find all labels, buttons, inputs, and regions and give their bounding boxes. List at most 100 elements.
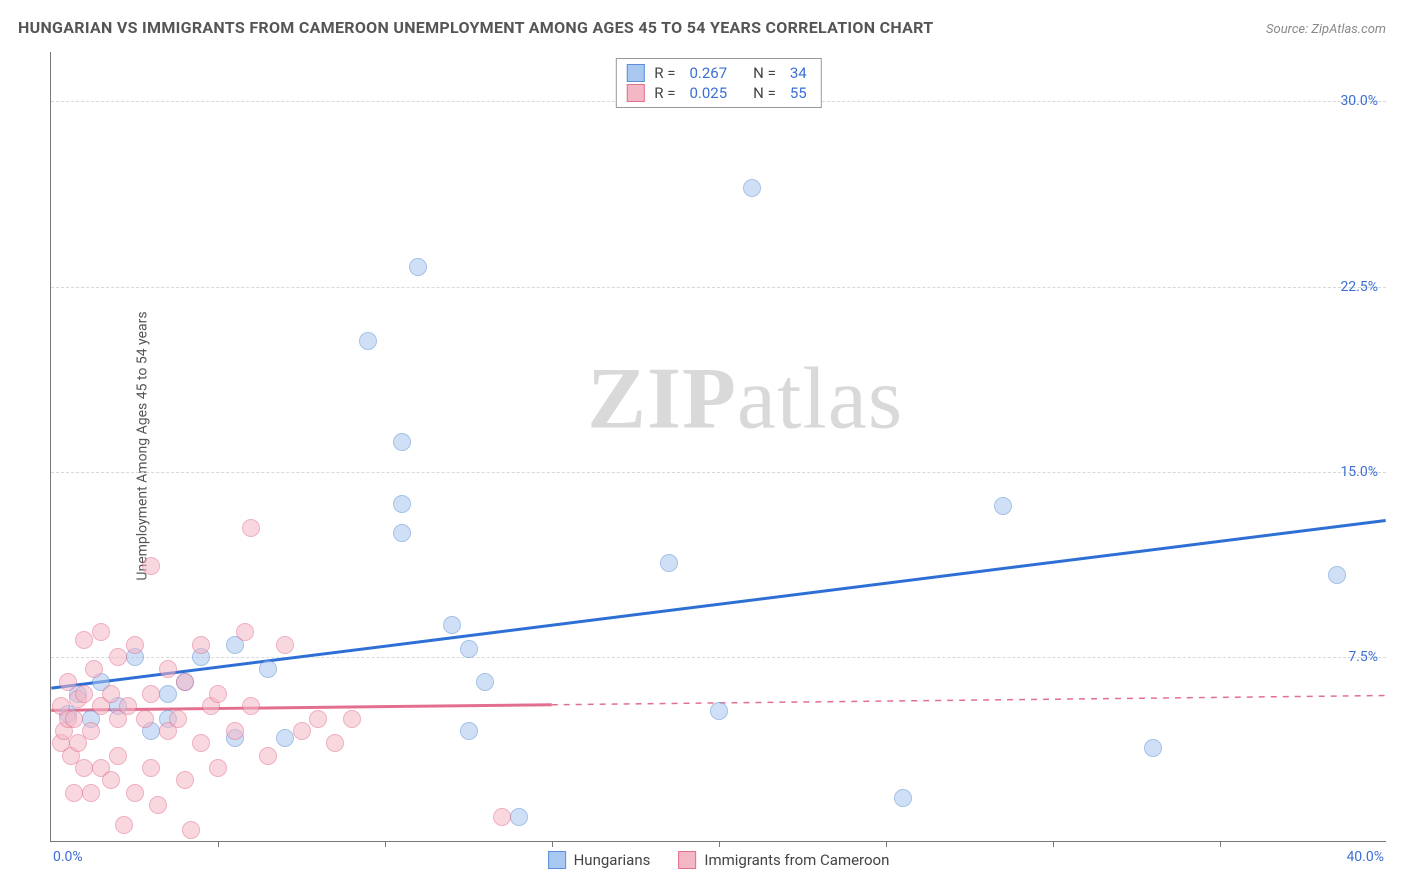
scatter-point xyxy=(242,697,260,715)
x-axis-min-label: 0.0% xyxy=(53,849,83,865)
scatter-point xyxy=(326,734,344,752)
x-tick-mark xyxy=(552,841,553,847)
chart-title: HUNGARIAN VS IMMIGRANTS FROM CAMEROON UN… xyxy=(18,18,933,37)
scatter-point xyxy=(142,759,160,777)
gridline xyxy=(51,472,1386,473)
scatter-point xyxy=(460,640,478,658)
scatter-point xyxy=(493,808,511,826)
scatter-point xyxy=(126,636,144,654)
scatter-point xyxy=(192,734,210,752)
y-tick-label: 30.0% xyxy=(1340,93,1378,109)
scatter-point xyxy=(894,789,912,807)
scatter-point xyxy=(393,433,411,451)
legend-label: Immigrants from Cameroon xyxy=(704,851,889,869)
scatter-point xyxy=(236,623,254,641)
legend-swatch xyxy=(626,64,644,82)
x-tick-mark xyxy=(1220,841,1221,847)
scatter-point xyxy=(226,722,244,740)
x-tick-mark xyxy=(218,841,219,847)
scatter-point xyxy=(994,497,1012,515)
scatter-point xyxy=(460,722,478,740)
scatter-point xyxy=(92,623,110,641)
x-tick-mark xyxy=(1053,841,1054,847)
scatter-point xyxy=(75,759,93,777)
legend-row: R = 0.025 N = 55 xyxy=(626,83,810,103)
n-value: 55 xyxy=(790,84,807,102)
scatter-point xyxy=(192,636,210,654)
scatter-point xyxy=(309,710,327,728)
scatter-point xyxy=(1328,566,1346,584)
scatter-point xyxy=(710,702,728,720)
scatter-point xyxy=(176,673,194,691)
correlation-legend: R = 0.267 N = 34 R = 0.025 N = 55 xyxy=(615,58,821,108)
r-label: R = xyxy=(654,84,675,102)
scatter-point xyxy=(159,660,177,678)
gridline xyxy=(51,287,1386,288)
scatter-point xyxy=(176,771,194,789)
x-axis-max-label: 40.0% xyxy=(1346,849,1384,865)
legend-swatch xyxy=(548,851,566,869)
legend-item: Immigrants from Cameroon xyxy=(678,851,889,869)
scatter-point xyxy=(85,660,103,678)
scatter-point xyxy=(293,722,311,740)
scatter-point xyxy=(393,524,411,542)
scatter-point xyxy=(510,808,528,826)
source-attribution: Source: ZipAtlas.com xyxy=(1266,22,1386,37)
n-label: N = xyxy=(753,84,776,102)
scatter-point xyxy=(65,710,83,728)
legend-swatch xyxy=(626,84,644,102)
legend-row: R = 0.267 N = 34 xyxy=(626,63,810,83)
scatter-point xyxy=(259,660,277,678)
trend-lines xyxy=(51,52,1386,841)
trend-line xyxy=(51,520,1385,688)
scatter-point xyxy=(259,747,277,765)
scatter-point xyxy=(115,816,133,834)
scatter-point xyxy=(142,557,160,575)
scatter-point xyxy=(109,648,127,666)
scatter-point xyxy=(359,332,377,350)
scatter-point xyxy=(209,759,227,777)
x-tick-mark xyxy=(719,841,720,847)
y-tick-label: 22.5% xyxy=(1340,279,1378,295)
scatter-point xyxy=(102,685,120,703)
watermark: ZIPatlas xyxy=(587,349,903,450)
scatter-point xyxy=(142,685,160,703)
x-tick-mark xyxy=(886,841,887,847)
scatter-point xyxy=(242,519,260,537)
n-value: 34 xyxy=(790,64,807,82)
scatter-point xyxy=(119,697,137,715)
plot-area: ZIPatlas 7.5%15.0%22.5%30.0% 0.0% 40.0% … xyxy=(50,52,1386,842)
scatter-point xyxy=(159,685,177,703)
scatter-point xyxy=(59,673,77,691)
legend-label: Hungarians xyxy=(574,851,651,869)
scatter-point xyxy=(1144,739,1162,757)
scatter-point xyxy=(75,631,93,649)
scatter-point xyxy=(443,616,461,634)
legend-item: Hungarians xyxy=(548,851,651,869)
scatter-point xyxy=(276,729,294,747)
scatter-point xyxy=(149,796,167,814)
scatter-point xyxy=(182,821,200,839)
trend-line-extrapolated xyxy=(552,696,1386,705)
scatter-point xyxy=(276,636,294,654)
scatter-point xyxy=(102,771,120,789)
scatter-point xyxy=(409,258,427,276)
scatter-point xyxy=(82,722,100,740)
y-tick-label: 7.5% xyxy=(1348,649,1378,665)
scatter-point xyxy=(169,710,187,728)
scatter-point xyxy=(476,673,494,691)
r-label: R = xyxy=(654,64,675,82)
scatter-point xyxy=(82,784,100,802)
scatter-point xyxy=(75,685,93,703)
x-tick-mark xyxy=(385,841,386,847)
r-value: 0.267 xyxy=(689,64,727,82)
scatter-point xyxy=(209,685,227,703)
scatter-point xyxy=(660,554,678,572)
series-legend: Hungarians Immigrants from Cameroon xyxy=(548,851,890,869)
scatter-point xyxy=(393,495,411,513)
legend-swatch xyxy=(678,851,696,869)
scatter-point xyxy=(65,784,83,802)
gridline xyxy=(51,657,1386,658)
r-value: 0.025 xyxy=(689,84,727,102)
n-label: N = xyxy=(753,64,776,82)
